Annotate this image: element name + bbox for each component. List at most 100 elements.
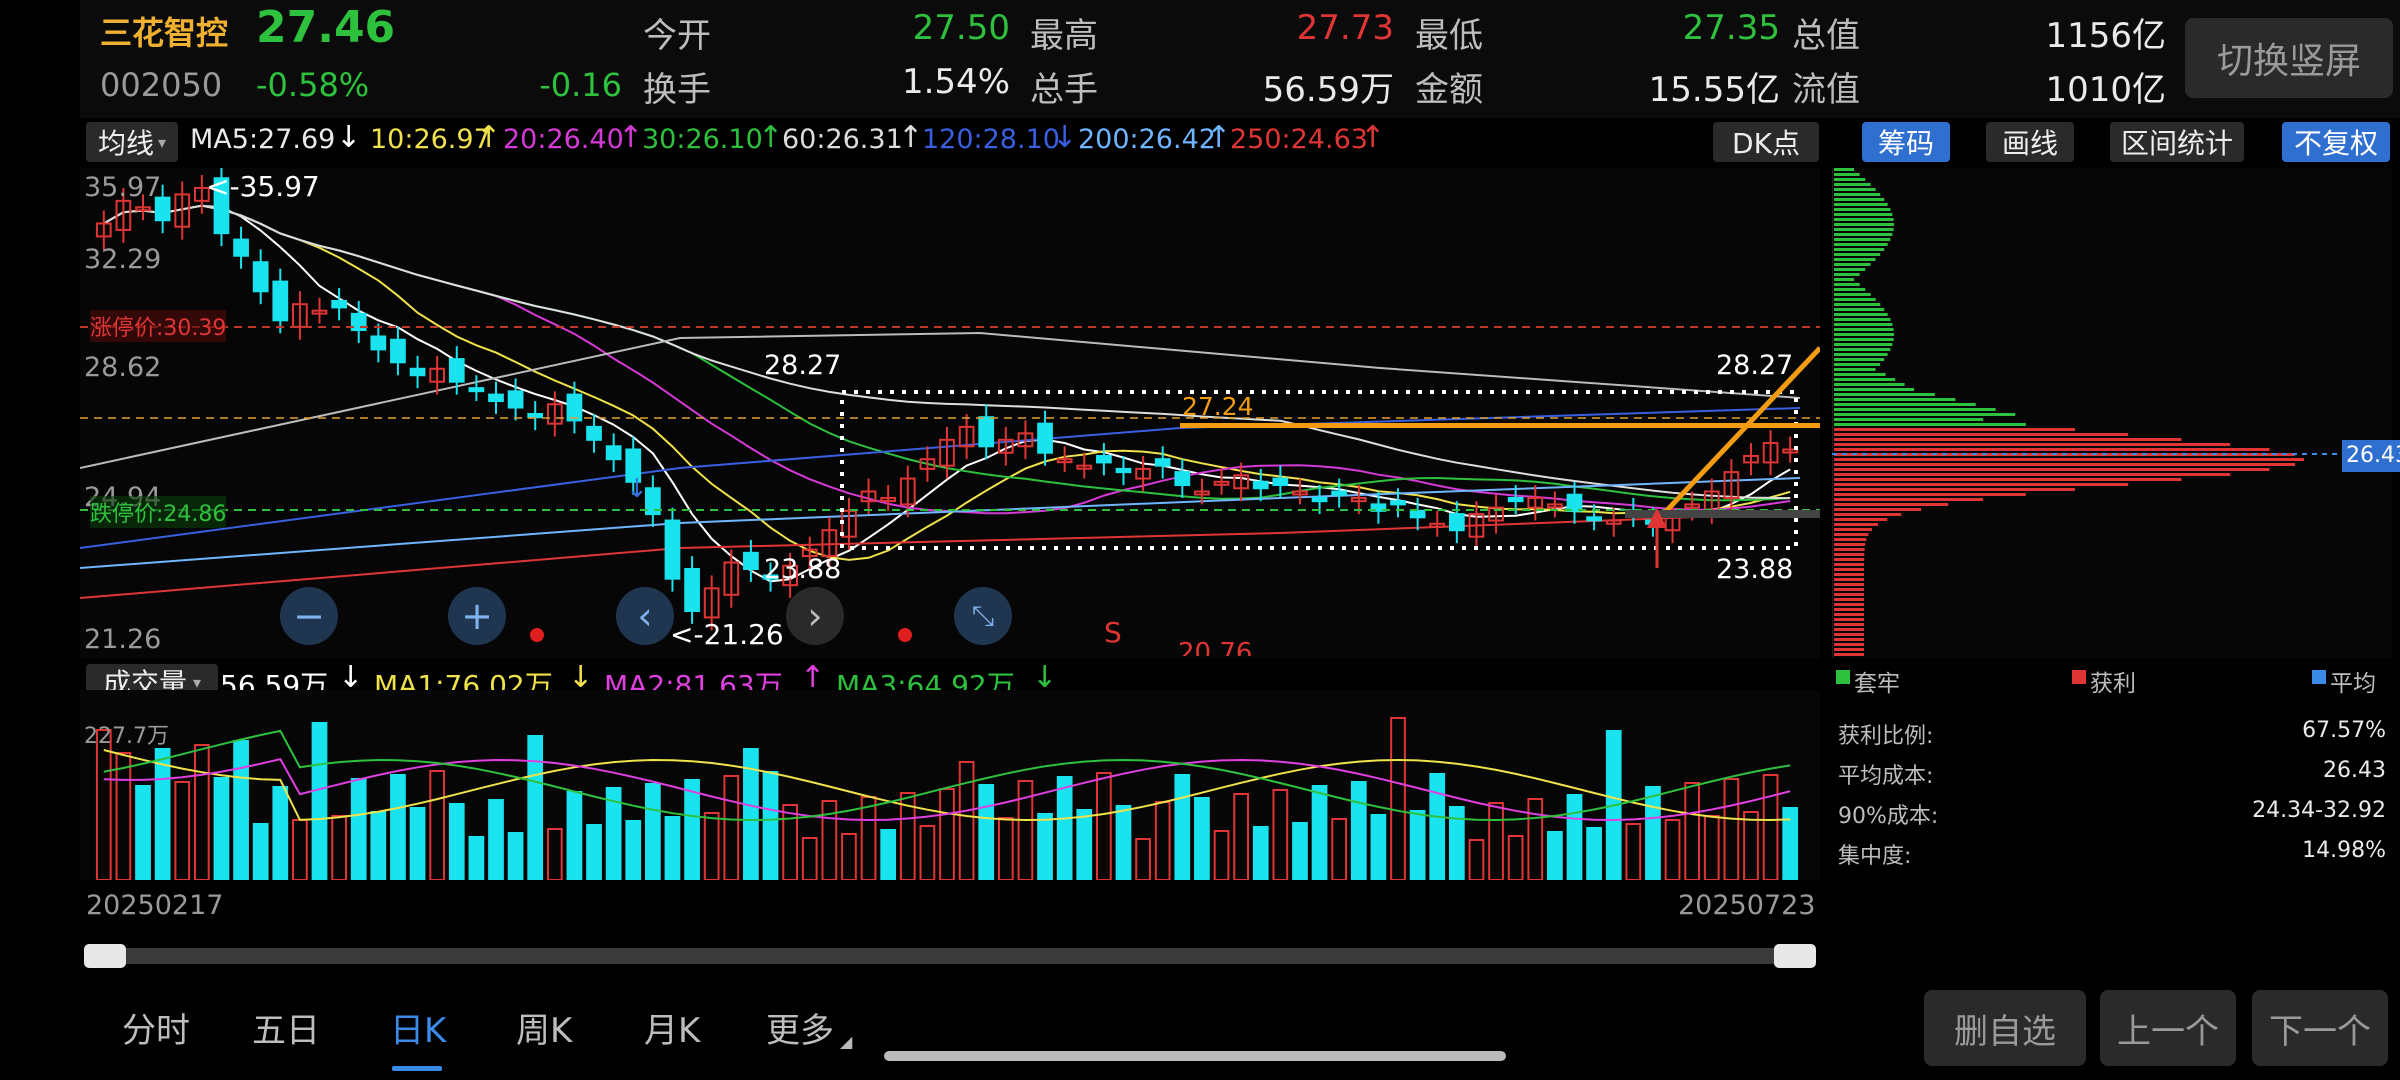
volume-bar [115, 752, 132, 880]
candle-body [115, 199, 132, 231]
tab-weekly-k[interactable]: 周K [516, 1011, 573, 1051]
ma250-line [80, 512, 1801, 599]
scrollbar-left-handle[interactable] [84, 944, 126, 968]
candle-body [919, 458, 936, 470]
chip-bar [1834, 563, 1865, 566]
candle-body [1292, 490, 1308, 496]
chips-button[interactable]: 筹码 [1862, 122, 1950, 162]
previous-button[interactable]: 上一个 [2100, 990, 2236, 1066]
chip-bar [1834, 233, 1893, 236]
scroll-left-button[interactable]: ‹ [616, 587, 674, 645]
chip-bar [1834, 468, 2270, 471]
chip-bar [1834, 613, 1864, 616]
stock-name: 三花智控 [100, 14, 229, 52]
tab-daily-k[interactable]: 日K [390, 1011, 447, 1051]
float-value: 1010亿 [2045, 70, 2166, 110]
candle-body [429, 367, 446, 383]
switch-portrait-button[interactable]: 切换竖屏 [2185, 18, 2393, 98]
chip-bar [1834, 648, 1864, 651]
ma10-label: 10:26.97 [370, 124, 491, 155]
support-band [1625, 510, 1820, 518]
range-box[interactable] [840, 390, 1798, 550]
candle-body [507, 390, 524, 409]
candle-body [1331, 490, 1348, 496]
candle-body [213, 177, 230, 235]
chip-bar [1834, 408, 1996, 411]
candle-body [1037, 422, 1053, 454]
tab-intraday[interactable]: 分时 [122, 1011, 190, 1051]
stock-price: 27.46 [256, 2, 396, 53]
candle-body [860, 490, 877, 503]
candle-body [350, 312, 367, 332]
chip-bar [1834, 373, 1886, 376]
chip-bar [1834, 538, 1867, 541]
tab-more[interactable]: 更多 [766, 1011, 834, 1051]
home-indicator[interactable] [884, 1051, 1506, 1061]
chip-bar [1834, 208, 1891, 211]
trend-line[interactable] [1653, 346, 1820, 525]
volume-bar [409, 807, 426, 880]
chip-bar [1834, 573, 1865, 576]
candle-body [527, 412, 544, 419]
volume-bars [95, 717, 1799, 880]
volume-bar [1096, 772, 1112, 880]
dk-point-toggle[interactable]: DK点 [1713, 122, 1819, 162]
scrollbar-right-handle[interactable] [1774, 944, 1816, 968]
stat-value-90-cost: 24.34-32.92 [2252, 798, 2386, 823]
zoom-in-button[interactable]: + [448, 587, 506, 645]
tab-monthly-k[interactable]: 月K [644, 1011, 701, 1051]
chip-bar [1834, 363, 1881, 366]
volume-bar [1037, 813, 1053, 880]
buy-arrow-head [1647, 508, 1667, 528]
volume-bar [1076, 809, 1093, 880]
reset-zoom-button[interactable]: ⤡ [954, 587, 1012, 645]
timeline-scrollbar[interactable] [84, 948, 1816, 964]
volume-bar [586, 824, 602, 880]
remove-watchlist-button[interactable]: 删自选 [1924, 990, 2086, 1066]
chip-bar [1834, 278, 1855, 281]
drawn-line-label: 27.24 [1182, 392, 1254, 421]
candle-body [331, 299, 347, 309]
volume-bar [390, 774, 406, 880]
chart-background [80, 168, 1820, 658]
limit-down-label: 跌停价:24.86 [90, 496, 227, 528]
up-arrow-icon: ↑ [1206, 120, 1232, 155]
candle-body [468, 387, 485, 393]
chip-bar [1834, 413, 2016, 416]
range-stats-button[interactable]: 区间统计 [2110, 122, 2244, 162]
down-arrow-icon: ↓ [336, 120, 362, 155]
volume-bar [605, 787, 622, 880]
chip-bar [1834, 238, 1891, 241]
volume-chart[interactable] [80, 690, 1820, 880]
candle-body [193, 186, 210, 202]
chip-bar [1834, 288, 1866, 291]
chip-bar [1834, 178, 1866, 181]
chip-bar [1834, 333, 1894, 336]
next-button[interactable]: 下一个 [2252, 990, 2388, 1066]
no-adjust-button[interactable]: 不复权 [2282, 122, 2390, 162]
ma-selector[interactable]: 均线 ▾ [86, 122, 178, 162]
down-arrow-icon: ↓ [568, 660, 594, 695]
amount-value: 15.55亿 [1648, 70, 1780, 110]
collapse-icon: ⤡ [971, 599, 995, 632]
draw-line-button[interactable]: 画线 [1986, 122, 2074, 162]
volume-bar [899, 792, 916, 880]
chip-bar [1834, 243, 1888, 246]
tab-five-day[interactable]: 五日 [252, 1011, 320, 1051]
volume-bar [213, 777, 230, 880]
zoom-out-button[interactable]: − [280, 587, 338, 645]
candle-body [1017, 432, 1034, 448]
chip-bar [1834, 553, 1865, 556]
candle-body [1448, 513, 1465, 532]
volume-bar [1507, 835, 1524, 880]
candle-body [1429, 522, 1446, 528]
scroll-right-button[interactable]: › [786, 587, 844, 645]
volume-bar [1370, 814, 1387, 880]
volume-bar [880, 829, 897, 880]
chip-bar [1834, 623, 1864, 626]
chip-bar [1834, 273, 1860, 276]
volume-bar [1586, 827, 1602, 880]
chevron-left-icon: ‹ [637, 594, 653, 638]
candle-body [174, 193, 191, 228]
kline-chart[interactable] [80, 168, 1820, 658]
